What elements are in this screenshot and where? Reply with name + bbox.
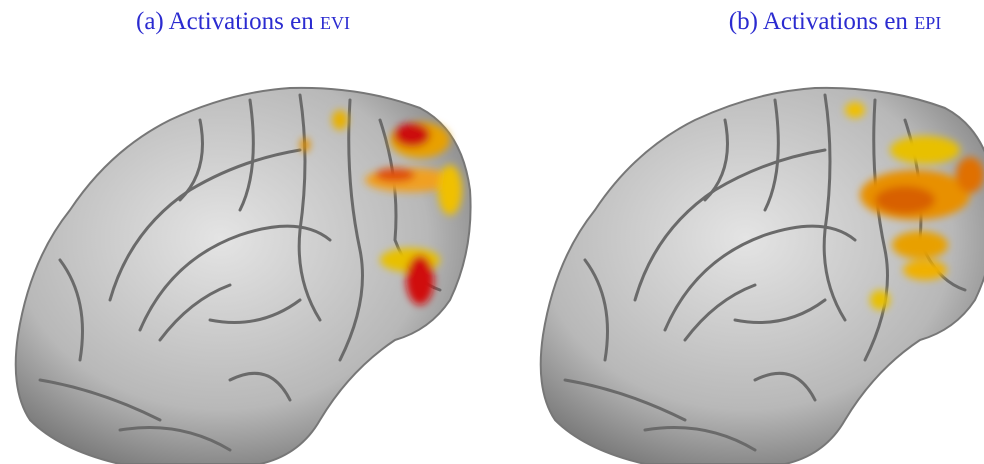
activation xyxy=(845,102,984,310)
activation xyxy=(300,110,462,305)
caption: (b) Activations en epi xyxy=(729,8,941,36)
caption-abbr: epi xyxy=(914,8,942,35)
brain-a xyxy=(14,86,472,464)
caption-text: (b) Activations en xyxy=(728,8,908,35)
caption: (a) Activations en evi xyxy=(136,8,350,36)
caption-text: (a) Activations en xyxy=(136,8,314,35)
brain-b xyxy=(539,86,984,464)
caption-abbr: evi xyxy=(319,8,350,35)
